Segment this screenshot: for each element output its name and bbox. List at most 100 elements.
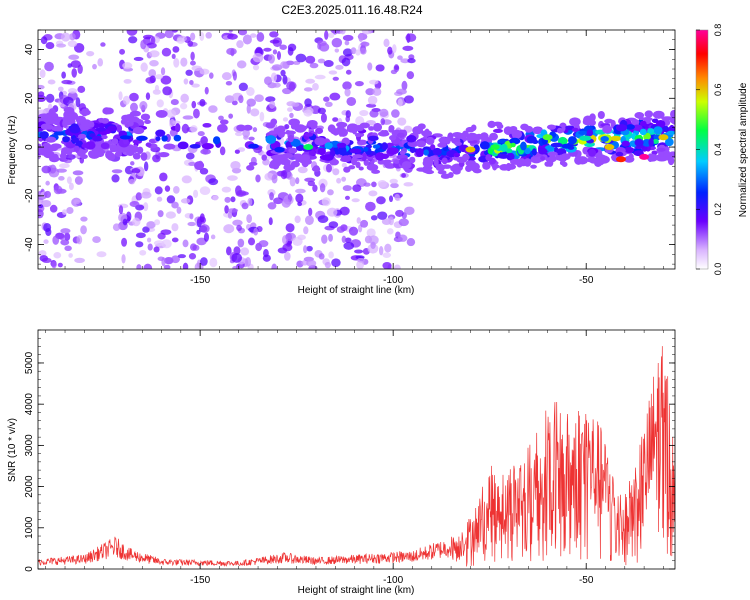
heatmap-scatter-cell xyxy=(375,64,385,72)
heatmap-scatter-cell xyxy=(332,117,339,122)
heatmap-scatter-cell xyxy=(355,49,361,56)
heatmap-scatter-cell xyxy=(121,237,128,247)
heatmap-scatter-cell xyxy=(140,62,148,72)
heatmap-scatter-cell xyxy=(317,107,326,115)
heatmap-scatter-cell xyxy=(327,189,334,196)
heatmap-scatter-cell xyxy=(182,239,189,248)
heatmap-ridge-cell xyxy=(639,120,647,127)
heatmap-scatter-cell xyxy=(68,54,80,60)
heatmap-ridge-cell xyxy=(189,143,201,149)
heatmap-scatter-cell xyxy=(208,178,219,186)
heatmap-ridge-cell xyxy=(155,136,161,142)
heatmap-ridge-cell xyxy=(294,124,307,133)
heatmap-scatter-cell xyxy=(238,95,244,104)
heatmap-ridge-cell xyxy=(317,147,326,156)
heatmap-scatter-cell xyxy=(344,237,352,243)
heatmap-scatter-cell xyxy=(297,234,306,241)
heatmap-ridge-cell xyxy=(174,123,181,133)
heatmap-scatter-cell xyxy=(64,245,72,251)
heatmap-scatter-cell xyxy=(242,128,250,138)
heatmap-scatter-cell xyxy=(171,201,179,209)
heatmap-ridge-cell xyxy=(602,124,613,134)
heatmap-scatter-cell xyxy=(303,109,313,117)
heatmap-ridge-cell xyxy=(442,164,452,169)
heatmap-ridge-cell xyxy=(561,161,568,167)
heatmap-scatter-cell xyxy=(328,70,338,75)
heatmap-scatter-cell xyxy=(180,93,189,103)
heatmap-ridge-cell xyxy=(306,119,318,128)
heatmap-scatter-cell xyxy=(188,252,197,260)
heatmap-scatter-cell xyxy=(227,175,238,181)
heatmap-scatter-cell xyxy=(122,62,133,70)
heatmap-scatter-cell xyxy=(180,198,191,204)
heatmap-ridge-cell xyxy=(547,159,554,167)
heatmap-scatter-cell xyxy=(152,154,161,163)
heatmap-ridge-cell xyxy=(355,161,361,169)
heatmap-scatter-cell xyxy=(317,42,322,50)
heatmap-scatter-cell xyxy=(209,257,218,268)
heatmap-scatter-cell xyxy=(284,123,290,130)
heatmap-ridge-cell xyxy=(234,149,240,154)
heatmap-scatter-cell xyxy=(404,206,415,215)
heatmap-scatter-cell xyxy=(61,71,66,79)
heatmap-marks xyxy=(38,30,675,269)
heatmap-scatter-cell xyxy=(140,191,152,199)
heatmap-scatter-cell xyxy=(304,177,316,183)
heatmap-scatter-cell xyxy=(146,42,157,49)
heatmap-ridge-cell xyxy=(363,146,369,152)
heatmap-scatter-cell xyxy=(317,215,329,223)
heatmap-scatter-cell xyxy=(226,47,237,56)
heatmap-scatter-cell xyxy=(236,224,242,231)
heatmap-scatter-cell xyxy=(69,33,76,41)
heatmap-scatter-cell xyxy=(390,182,399,189)
heatmap-scatter-cell xyxy=(68,182,74,191)
heatmap-scatter-cell xyxy=(238,30,248,36)
heatmap-axes: -150 -100 -50 -40 -20 0 20 40 xyxy=(24,29,675,286)
heatmap-scatter-cell xyxy=(321,234,328,244)
heatmap-scatter-cell xyxy=(187,221,196,227)
heatmap-scatter-cell xyxy=(397,117,407,126)
heatmap-scatter-cell xyxy=(255,174,261,183)
heatmap-ridge-cell xyxy=(574,155,583,165)
heatmap-scatter-cell xyxy=(160,229,172,235)
heatmap-scatter-cell xyxy=(71,68,77,78)
snr-y-tick-label: 0 xyxy=(24,566,35,572)
heatmap-scatter-cell xyxy=(392,44,397,54)
heatmap-ridge-cell xyxy=(489,132,498,141)
heatmap-scatter-cell xyxy=(181,175,192,184)
heatmap-ridge-cell xyxy=(124,114,135,122)
heatmap-ridge-cell xyxy=(652,110,665,119)
heatmap-scatter-cell xyxy=(122,218,128,226)
heatmap-scatter-cell xyxy=(157,210,164,218)
heatmap-scatter-cell xyxy=(67,40,78,48)
heatmap-ridge-cell xyxy=(388,125,395,132)
heatmap-scatter-cell xyxy=(231,252,243,263)
heatmap-ridge-cell xyxy=(95,127,107,132)
heatmap-scatter-cell xyxy=(191,65,202,71)
heatmap-scatter-cell xyxy=(360,41,370,47)
heatmap-ridge-cell xyxy=(641,117,653,122)
heatmap-scatter-cell xyxy=(171,237,179,243)
heatmap-scatter-cell xyxy=(41,165,52,174)
heatmap-scatter-cell xyxy=(133,56,144,62)
heatmap-scatter-cell xyxy=(162,86,173,96)
heatmap-scatter-cell xyxy=(320,112,327,123)
heatmap-scatter-cell xyxy=(96,251,107,258)
heatmap-ridge-cell xyxy=(48,156,61,161)
heatmap-scatter-cell xyxy=(135,241,144,248)
heatmap-scatter-cell xyxy=(190,125,198,133)
heatmap-ridge-cell xyxy=(271,162,280,170)
heatmap-ridge-cell xyxy=(408,156,416,164)
heatmap-scatter-cell xyxy=(51,261,57,269)
heatmap-scatter-cell xyxy=(295,193,304,203)
heatmap-ridge-cell xyxy=(59,152,67,161)
heatmap-ridge-cell xyxy=(81,143,90,148)
heatmap-ridge-cell xyxy=(38,147,45,154)
heatmap-ridge-cell xyxy=(506,152,515,161)
heatmap-scatter-cell xyxy=(208,72,214,79)
heatmap-scatter-cell xyxy=(173,186,180,194)
heatmap-ridge-cell xyxy=(550,142,563,148)
heatmap-ridge-cell xyxy=(557,127,563,134)
heatmap-scatter-cell xyxy=(341,176,347,182)
heatmap-scatter-cell xyxy=(280,61,288,69)
